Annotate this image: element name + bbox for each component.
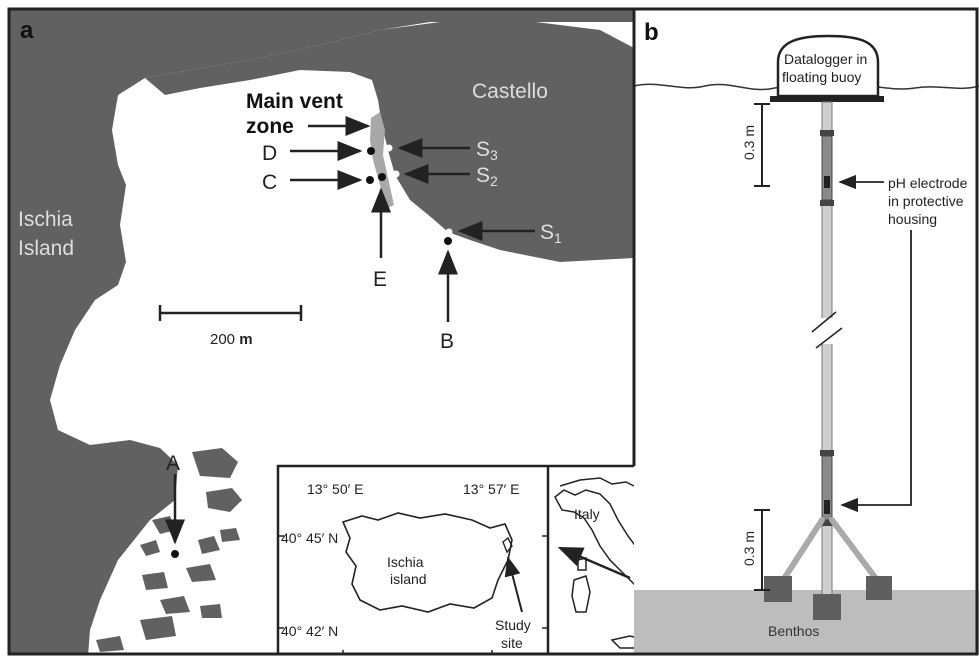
site-s3-label: S3 [476,138,498,163]
anchor-right [866,576,892,600]
panel-a: a Ischia Island Castello Main vent zone … [9,9,634,654]
station-d-dot [367,147,375,155]
station-b-dot [444,237,452,245]
ph-housing-upper [820,130,834,206]
inset-island-line1: Ischia [387,554,424,570]
inset-ischia-outline [341,512,513,613]
depth-bracket-bottom [754,509,770,591]
station-a-dot [171,550,179,558]
site-s2-dot [392,170,400,178]
castello-land [145,20,634,262]
inset-study-site-marker [502,536,513,554]
station-e-label: E [373,268,387,291]
ph-housing-lower [820,450,834,526]
vent-label-line1: Main vent [246,90,343,113]
panel-b: b Datalogger in floating buoy [634,9,979,654]
vent-label-line2: zone [246,115,294,138]
inset-study-line1: Study [495,617,531,633]
ph-arrow-lower [840,230,912,513]
benthos-label: Benthos [768,623,819,639]
scale-bar: 200 m [158,305,303,348]
inset-island-line2: island [390,571,427,587]
station-a-label: A [166,452,180,475]
station-c-label: C [262,171,277,194]
panel-a-letter: a [20,17,34,44]
vent-zone-area [370,112,394,208]
station-d-label: D [262,142,277,165]
buoy-label-line1: Datalogger in [784,51,867,67]
ph-label-line3: housing [888,211,937,227]
inset-study-site-arrow [504,556,523,613]
inset-lat-top: 40° 45′ N [281,530,338,546]
buoy-label-line2: floating buoy [782,69,861,85]
italy-label: Italy [574,506,600,522]
site-s2-label: S2 [476,164,498,189]
buoy [776,34,880,98]
depth-top-label: 0.3 m [741,125,757,160]
island-label-line2: Island [18,237,74,260]
ph-label-line1: pH electrode [888,175,968,191]
island-label-line1: Ischia [18,208,73,231]
inset-study-line2: site [501,635,523,651]
anchor-center [813,594,841,620]
depth-bracket-top [754,103,770,187]
station-b-label: B [440,330,454,353]
inset-lon-right: 13° 57′ E [463,481,520,497]
inset-lat-bottom: 40° 42′ N [281,623,338,639]
ischia-island-land [9,9,634,654]
site-s1-dot [445,228,453,236]
scale-bar-label: 200 m [210,331,253,348]
figure-frame [7,7,979,656]
inset-lon-left: 13° 50′ E [307,481,364,497]
site-s3-dot [385,144,393,152]
seafloor [634,590,979,654]
inset-map: 13° 50′ E 13° 57′ E 40° 45′ N 40° 42′ N … [276,464,634,654]
italy-arrow [557,546,631,580]
depth-bottom-label: 0.3 m [741,531,757,566]
site-s1-label: S1 [540,221,562,246]
station-e-dot [378,173,386,181]
italy-outline [559,477,635,487]
station-c-dot [366,176,374,184]
panel-b-letter: b [644,19,659,46]
castello-label: Castello [472,80,548,103]
ph-label-line2: in protective [888,193,964,209]
